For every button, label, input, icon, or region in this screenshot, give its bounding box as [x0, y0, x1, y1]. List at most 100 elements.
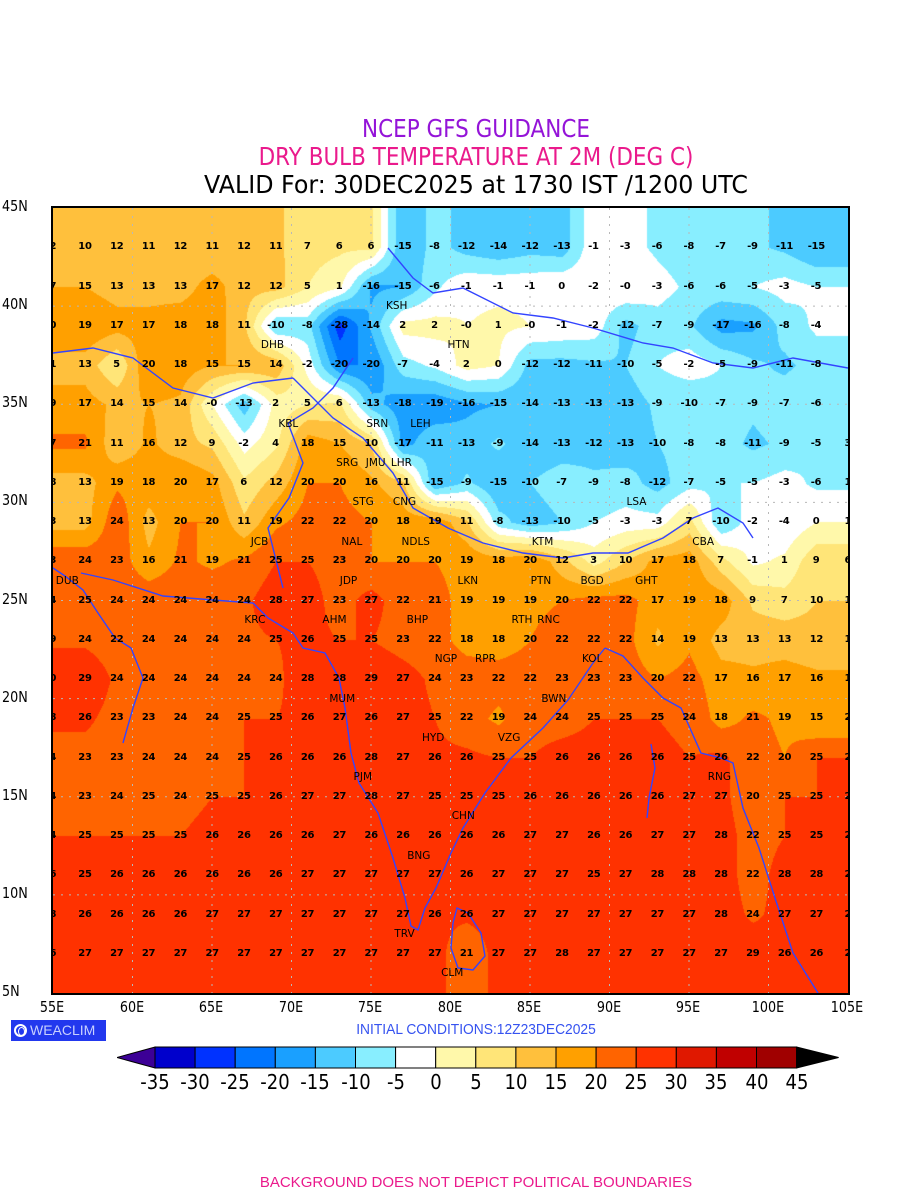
- grid-value: -12: [553, 359, 571, 370]
- grid-value: 24: [141, 594, 156, 606]
- station-label: JMU: [365, 457, 386, 470]
- colorbar: [117, 1046, 839, 1069]
- grid-value: 24: [141, 751, 156, 763]
- grid-value: -5: [810, 437, 822, 449]
- grid-value: 10: [78, 241, 92, 253]
- colorbar-label: -5: [386, 1070, 405, 1094]
- grid-value: -2: [588, 319, 599, 331]
- grid-value: 4: [272, 437, 279, 449]
- grid-value: 12: [809, 633, 824, 645]
- grid-value: 24: [237, 673, 251, 684]
- grid-value: 27: [364, 869, 379, 881]
- grid-value: 4: [53, 791, 56, 803]
- grid-value: -10: [712, 516, 730, 527]
- colorbar-label: 45: [785, 1070, 809, 1094]
- latitude-label: 25N: [2, 589, 28, 608]
- station-label: NGP: [434, 653, 458, 666]
- grid-value: -1: [492, 280, 504, 292]
- station-label: DHB: [260, 339, 285, 352]
- grid-value: -12: [585, 437, 603, 449]
- grid-value: -10: [648, 437, 666, 449]
- grid-value: 17: [141, 319, 156, 331]
- grid-value: 27: [555, 830, 569, 841]
- grid-value: 24: [141, 633, 156, 645]
- grid-value: 12: [237, 241, 251, 253]
- grid-value: 2: [845, 869, 849, 881]
- grid-value: 20: [523, 633, 538, 645]
- grid-value: 17: [205, 280, 220, 292]
- grid-value: 26: [173, 869, 188, 881]
- grid-value: 25: [459, 790, 474, 802]
- grid-value: 27: [300, 869, 315, 881]
- variable-title: DRY BULB TEMPERATURE AT 2M (DEG C): [258, 142, 694, 171]
- grid-value: 28: [682, 869, 697, 881]
- longitude-label: 95E: [675, 998, 701, 1016]
- grid-value: 27: [396, 751, 410, 763]
- grid-value: 27: [428, 869, 442, 881]
- grid-value: 18: [173, 359, 188, 370]
- grid-value: -13: [553, 241, 571, 253]
- grid-value: 27: [650, 908, 665, 920]
- grid-value: -1: [460, 280, 472, 292]
- grid-value: 13: [746, 633, 760, 645]
- grid-value: -8: [715, 437, 726, 449]
- grid-value: 27: [300, 947, 315, 959]
- grid-value: 19: [523, 594, 538, 606]
- station-label: AHM: [322, 614, 347, 627]
- grid-value: 25: [682, 751, 697, 763]
- grid-value: 25: [777, 790, 792, 802]
- colorbar-swatch: [194, 1046, 236, 1069]
- latitude-label: 30N: [2, 491, 28, 510]
- grid-value: 28: [269, 594, 283, 606]
- grid-value: 5: [113, 359, 120, 370]
- grid-value: 26: [650, 751, 665, 763]
- grid-value: -5: [588, 516, 599, 527]
- grid-value: -5: [810, 280, 822, 292]
- grid-value: -0: [460, 319, 472, 331]
- grid-value: 28: [714, 869, 728, 881]
- grid-value: 13: [110, 280, 124, 292]
- grid-value: 26: [555, 790, 569, 802]
- grid-value: 23: [618, 673, 633, 684]
- grid-value: 24: [205, 633, 220, 645]
- colorbar-swatch: [234, 1046, 276, 1069]
- grid-value: 26: [587, 830, 601, 841]
- grid-value: 26: [618, 830, 633, 841]
- grid-value: 12: [269, 476, 283, 488]
- grid-value: 23: [459, 673, 474, 684]
- weaclim-logo-badge: WEACLIM: [11, 1020, 106, 1041]
- grid-value: -3: [778, 280, 790, 292]
- grid-value: 1: [494, 319, 502, 331]
- grid-value: 27: [300, 908, 315, 920]
- grid-value: 24: [555, 712, 569, 724]
- grid-value: -8: [810, 359, 822, 370]
- grid-value: -16: [744, 319, 762, 331]
- grid-value: -6: [715, 280, 726, 292]
- grid-value: 27: [523, 869, 538, 881]
- colorbar-label: -20: [260, 1070, 290, 1094]
- grid-value: -2: [683, 359, 695, 370]
- grid-value: 26: [364, 830, 379, 841]
- grid-value: 27: [332, 712, 347, 724]
- grid-value: 27: [396, 712, 410, 724]
- grid-value: 25: [300, 555, 315, 567]
- grid-value: 24: [205, 751, 220, 763]
- grid-value: -1: [588, 241, 599, 253]
- grid-value: -7: [683, 476, 695, 488]
- grid-value: 18: [491, 633, 506, 645]
- longitude-label: 90E: [596, 998, 621, 1016]
- colorbar-label: 10: [504, 1070, 528, 1094]
- grid-value: 13: [714, 633, 728, 645]
- longitude-label: 55E: [39, 998, 65, 1016]
- grid-value: 9: [812, 555, 820, 567]
- grid-value: -17: [394, 437, 412, 449]
- grid-value: 20: [396, 555, 410, 567]
- longitude-label: 60E: [119, 998, 144, 1016]
- grid-value: 18: [714, 712, 728, 724]
- grid-value: 21: [459, 947, 474, 959]
- grid-value: -16: [362, 280, 380, 292]
- grid-value: 16: [809, 673, 824, 684]
- grid-value: 23: [141, 712, 156, 724]
- grid-value: 25: [428, 790, 442, 802]
- grid-value: 24: [173, 594, 188, 606]
